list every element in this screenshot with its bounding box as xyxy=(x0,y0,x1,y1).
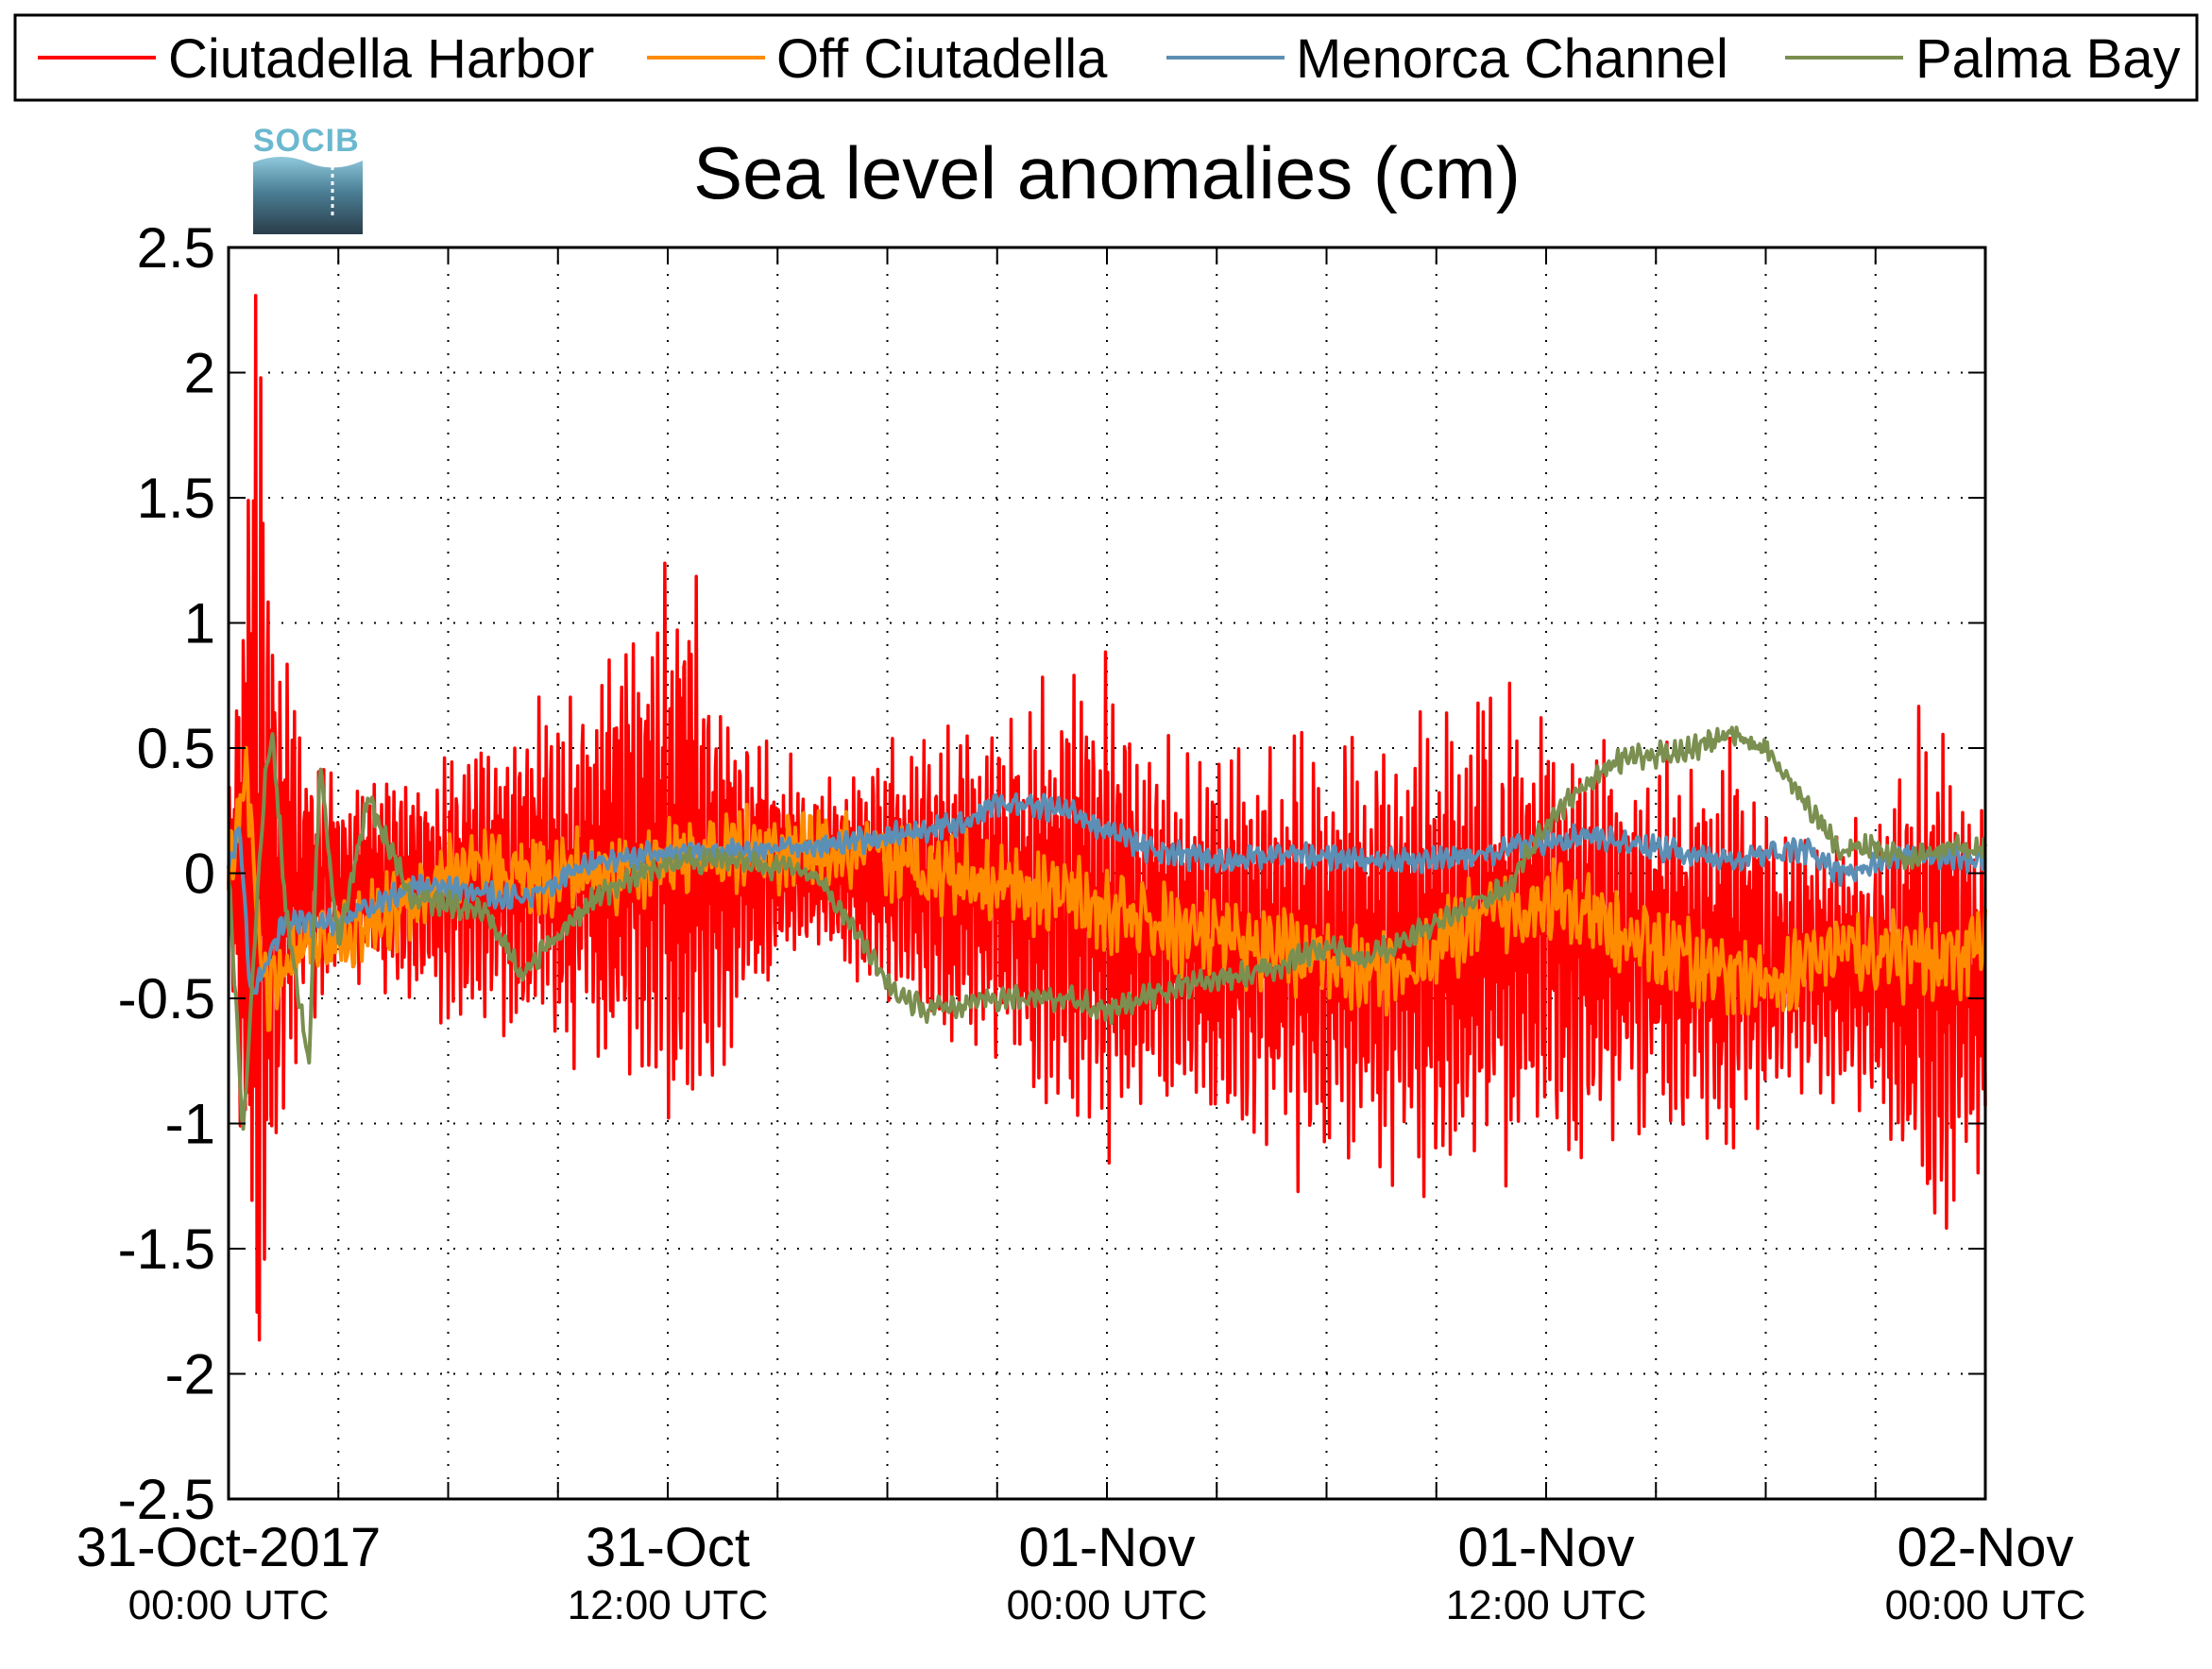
legend-entry-ciutadella-harbor: Ciutadella Harbor xyxy=(38,28,594,90)
legend-entry-off-ciutadella: Off Ciutadella xyxy=(647,28,1108,90)
y-tick-label: 1.5 xyxy=(137,467,215,530)
x-tick-sublabel: 00:00 UTC xyxy=(128,1582,330,1628)
legend-label-palma-bay: Palma Bay xyxy=(1915,28,2180,90)
y-tick-label: -1.5 xyxy=(118,1218,215,1281)
legend-label-off-ciutadella: Off Ciutadella xyxy=(776,28,1108,90)
y-tick-label: -1 xyxy=(165,1093,215,1156)
x-tick-sublabel: 12:00 UTC xyxy=(1446,1582,1647,1628)
x-tick-label: 02-Nov xyxy=(1897,1517,2074,1578)
chart-title: Sea level anomalies (cm) xyxy=(693,131,1521,214)
logo-wave-crest xyxy=(253,157,363,168)
y-tick-label: 2 xyxy=(184,342,215,405)
legend: Ciutadella Harbor Off Ciutadella Menorca… xyxy=(13,13,2199,102)
series-line-palma-bay xyxy=(227,725,1987,1132)
tick-marks xyxy=(229,247,1985,1499)
legend-label-menorca-channel: Menorca Channel xyxy=(1296,28,1728,90)
y-tick-label: 1 xyxy=(184,592,215,656)
y-tick-label: -0.5 xyxy=(118,967,215,1030)
plot-area xyxy=(227,246,1987,1501)
y-tick-label: -2.5 xyxy=(118,1468,215,1531)
series-lines xyxy=(227,294,1987,1342)
legend-entry-palma-bay: Palma Bay xyxy=(1785,28,2180,90)
y-tick-label: 0 xyxy=(184,843,215,906)
x-tick-sublabel: 00:00 UTC xyxy=(1885,1582,2086,1628)
legend-entry-menorca-channel: Menorca Channel xyxy=(1166,28,1728,90)
series-line-off-ciutadella xyxy=(227,745,1987,1032)
logo-wave-block xyxy=(253,157,363,234)
x-tick-sublabel: 12:00 UTC xyxy=(568,1582,769,1628)
y-tick-label: 0.5 xyxy=(137,717,215,780)
x-tick-label: 01-Nov xyxy=(1019,1517,1196,1578)
legend-label-ciutadella-harbor: Ciutadella Harbor xyxy=(168,28,594,90)
socib-logo: SOCIB xyxy=(253,123,363,234)
x-tick-sublabel: 00:00 UTC xyxy=(1007,1582,1208,1628)
y-axis-ticks: 2.5 2 1.5 1 0.5 0 -0.5 -1 -1.5 -2 -2.5 xyxy=(118,216,215,1531)
y-tick-label: -2 xyxy=(165,1343,215,1406)
x-tick-label: 31-Oct xyxy=(586,1517,750,1578)
series-line-ciutadella-harbor xyxy=(227,294,1987,1342)
series-line-menorca-channel xyxy=(227,792,1987,996)
y-tick-label: 2.5 xyxy=(137,216,215,280)
logo-text: SOCIB xyxy=(253,123,360,159)
x-tick-label: 31-Oct-2017 xyxy=(77,1517,381,1578)
x-tick-label: 01-Nov xyxy=(1458,1517,1635,1578)
